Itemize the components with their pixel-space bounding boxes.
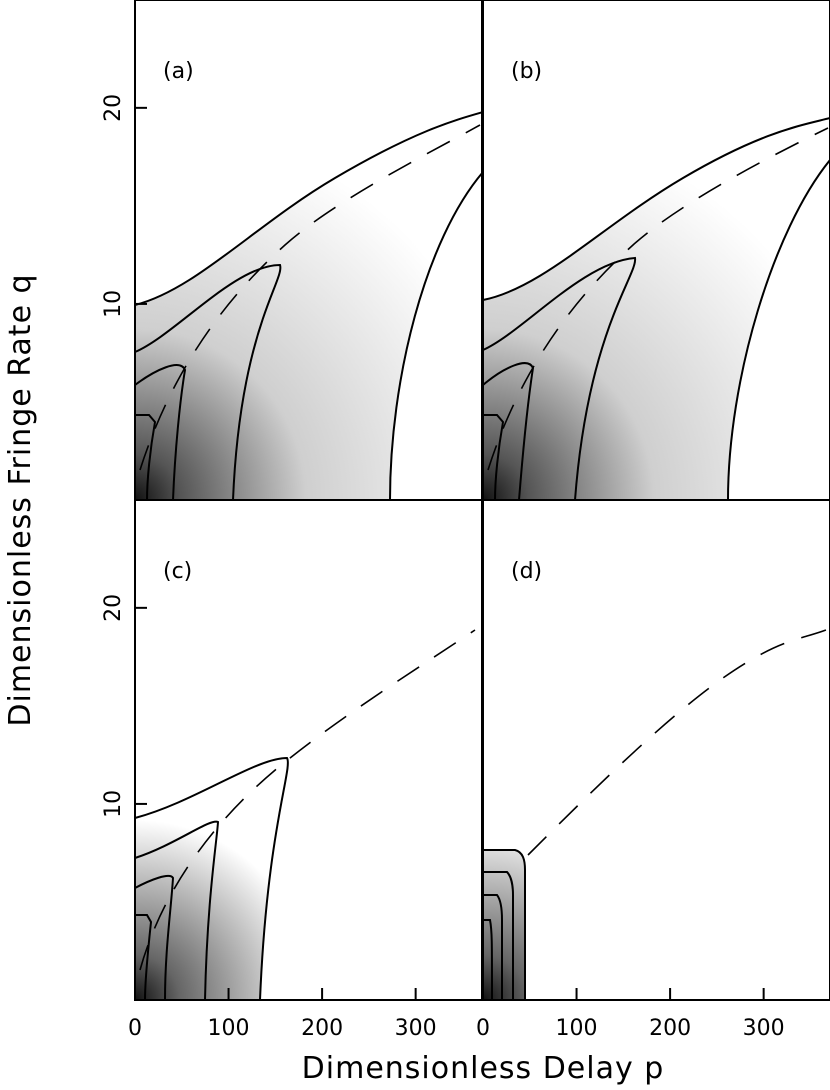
y-tick-label: 20 <box>101 594 126 622</box>
x-tick-label: 100 <box>556 1016 598 1041</box>
x-tick-label: 200 <box>301 1016 343 1041</box>
x-axis-label: Dimensionless Delay p <box>302 1051 665 1086</box>
contours-c <box>134 629 476 1001</box>
y-tick-label: 20 <box>101 94 126 122</box>
contours-d <box>483 627 830 1001</box>
y-tick-label: 10 <box>101 790 126 818</box>
y-tick-label: 10 <box>101 290 126 318</box>
contours-b <box>482 117 830 501</box>
panel-label: (b) <box>511 59 542 84</box>
panel-frame <box>482 499 830 1001</box>
x-tick-label: 100 <box>208 1016 250 1041</box>
x-tick-label: 300 <box>743 1016 785 1041</box>
panel-label: (d) <box>511 559 542 584</box>
contours-a <box>134 111 484 501</box>
panel-label: (a) <box>163 59 194 84</box>
x-tick-label: 300 <box>395 1016 437 1041</box>
x-tick-label: 0 <box>128 1016 142 1041</box>
y-axis-label: Dimensionless Fringe Rate q <box>3 273 38 726</box>
x-tick-label: 200 <box>649 1016 691 1041</box>
x-tick-label: 0 <box>476 1016 490 1041</box>
panel-label: (c) <box>163 559 192 584</box>
